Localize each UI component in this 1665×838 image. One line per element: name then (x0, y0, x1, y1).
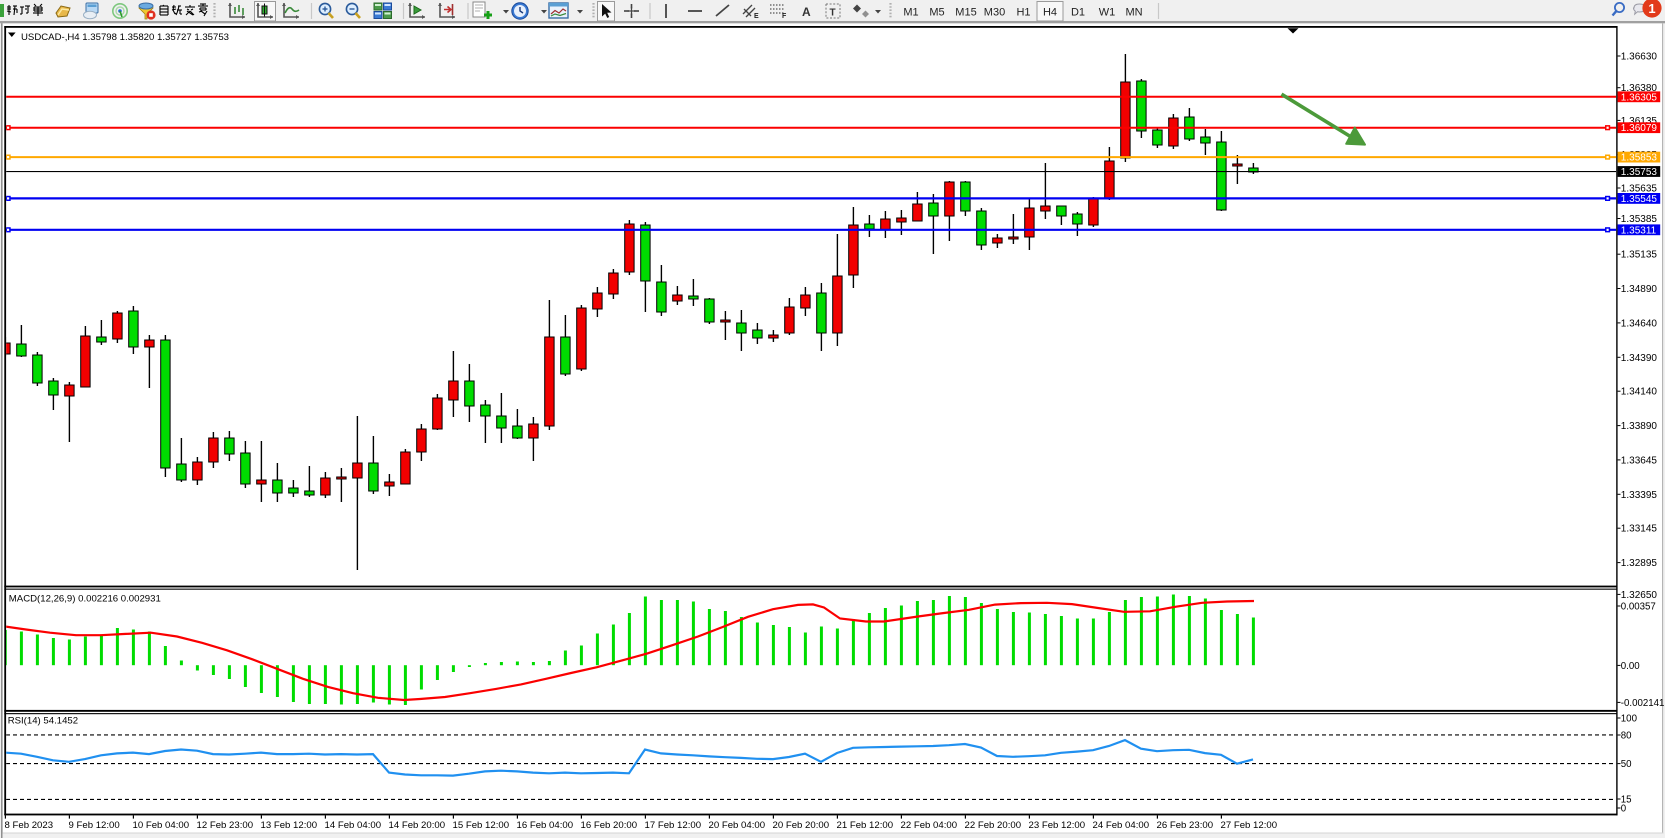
svg-text:100: 100 (1621, 714, 1638, 725)
svg-text:M30: M30 (984, 7, 1005, 19)
svg-text:1.33645: 1.33645 (1621, 455, 1658, 466)
svg-text:1.34390: 1.34390 (1621, 353, 1658, 364)
svg-text:0: 0 (1621, 804, 1627, 815)
svg-text:M5: M5 (929, 7, 944, 19)
svg-text:50: 50 (1621, 759, 1632, 770)
svg-text:-0.002141: -0.002141 (1621, 698, 1665, 709)
svg-text:1.36305: 1.36305 (1621, 92, 1658, 103)
svg-text:H4: H4 (1043, 7, 1057, 19)
svg-text:1: 1 (1648, 1, 1655, 16)
svg-text:W1: W1 (1099, 7, 1116, 19)
svg-text:17 Feb 12:00: 17 Feb 12:00 (645, 820, 702, 831)
svg-text:MACD(12,26,9) 0.002216 0.00293: MACD(12,26,9) 0.002216 0.002931 (9, 594, 161, 605)
svg-text:1.34140: 1.34140 (1621, 387, 1658, 398)
svg-text:9 Feb 12:00: 9 Feb 12:00 (69, 820, 120, 831)
svg-text:20 Feb 04:00: 20 Feb 04:00 (709, 820, 766, 831)
svg-text:D1: D1 (1071, 7, 1085, 19)
svg-text:RSI(14) 54.1452: RSI(14) 54.1452 (8, 716, 78, 727)
svg-text:1.36135: 1.36135 (1621, 116, 1658, 127)
svg-text:22 Feb 04:00: 22 Feb 04:00 (901, 820, 958, 831)
svg-text:14 Feb 20:00: 14 Feb 20:00 (389, 820, 446, 831)
svg-text:1.35311: 1.35311 (1621, 225, 1657, 236)
svg-text:8 Feb 2023: 8 Feb 2023 (5, 820, 54, 831)
svg-text:12 Feb 23:00: 12 Feb 23:00 (197, 820, 254, 831)
svg-text:1.32895: 1.32895 (1621, 558, 1658, 569)
svg-text:M1: M1 (903, 7, 918, 19)
svg-text:1.32650: 1.32650 (1621, 590, 1658, 601)
svg-text:USDCAD-,H4 1.35798 1.35820 1.: USDCAD-,H4 1.35798 1.35820 1.35727 1.357… (21, 32, 229, 43)
svg-text:20 Feb 20:00: 20 Feb 20:00 (773, 820, 830, 831)
svg-text:0.00357: 0.00357 (1621, 602, 1656, 613)
svg-text:21 Feb 12:00: 21 Feb 12:00 (837, 820, 894, 831)
svg-text:26 Feb 23:00: 26 Feb 23:00 (1157, 820, 1214, 831)
svg-text:15 Feb 12:00: 15 Feb 12:00 (453, 820, 510, 831)
svg-text:1.35545: 1.35545 (1621, 194, 1658, 205)
svg-text:1.33890: 1.33890 (1621, 421, 1658, 432)
svg-text:13 Feb 12:00: 13 Feb 12:00 (261, 820, 318, 831)
svg-text:22 Feb 20:00: 22 Feb 20:00 (965, 820, 1022, 831)
svg-text:E: E (754, 13, 759, 20)
svg-text:24 Feb 04:00: 24 Feb 04:00 (1093, 820, 1150, 831)
svg-text:1.36380: 1.36380 (1621, 83, 1658, 94)
svg-text:16 Feb 04:00: 16 Feb 04:00 (517, 820, 574, 831)
svg-text:0.00: 0.00 (1621, 661, 1640, 672)
svg-text:1.35853: 1.35853 (1621, 153, 1658, 164)
svg-text:1.34640: 1.34640 (1621, 318, 1658, 329)
svg-text:A: A (802, 5, 811, 19)
svg-text:1.35635: 1.35635 (1621, 184, 1658, 195)
svg-text:1.36630: 1.36630 (1621, 52, 1658, 63)
svg-text:1.35135: 1.35135 (1621, 250, 1658, 261)
svg-text:1.35753: 1.35753 (1621, 167, 1658, 178)
svg-text:1.33395: 1.33395 (1621, 490, 1658, 501)
svg-text:H1: H1 (1016, 7, 1030, 19)
svg-text:23 Feb 12:00: 23 Feb 12:00 (1029, 820, 1086, 831)
svg-text:1.34890: 1.34890 (1621, 284, 1658, 295)
svg-text:T: T (830, 8, 836, 19)
svg-text:MN: MN (1125, 7, 1142, 19)
svg-text:14 Feb 04:00: 14 Feb 04:00 (325, 820, 382, 831)
svg-text:1.33145: 1.33145 (1621, 524, 1658, 535)
svg-text:M15: M15 (955, 7, 976, 19)
svg-text:10 Feb 04:00: 10 Feb 04:00 (133, 820, 190, 831)
svg-text:1.35385: 1.35385 (1621, 214, 1658, 225)
svg-text:15: 15 (1621, 795, 1632, 806)
svg-text:16 Feb 20:00: 16 Feb 20:00 (581, 820, 638, 831)
svg-text:80: 80 (1621, 731, 1632, 742)
svg-text:27 Feb 12:00: 27 Feb 12:00 (1221, 820, 1278, 831)
svg-text:1.36079: 1.36079 (1621, 123, 1658, 134)
svg-text:F: F (782, 13, 787, 20)
